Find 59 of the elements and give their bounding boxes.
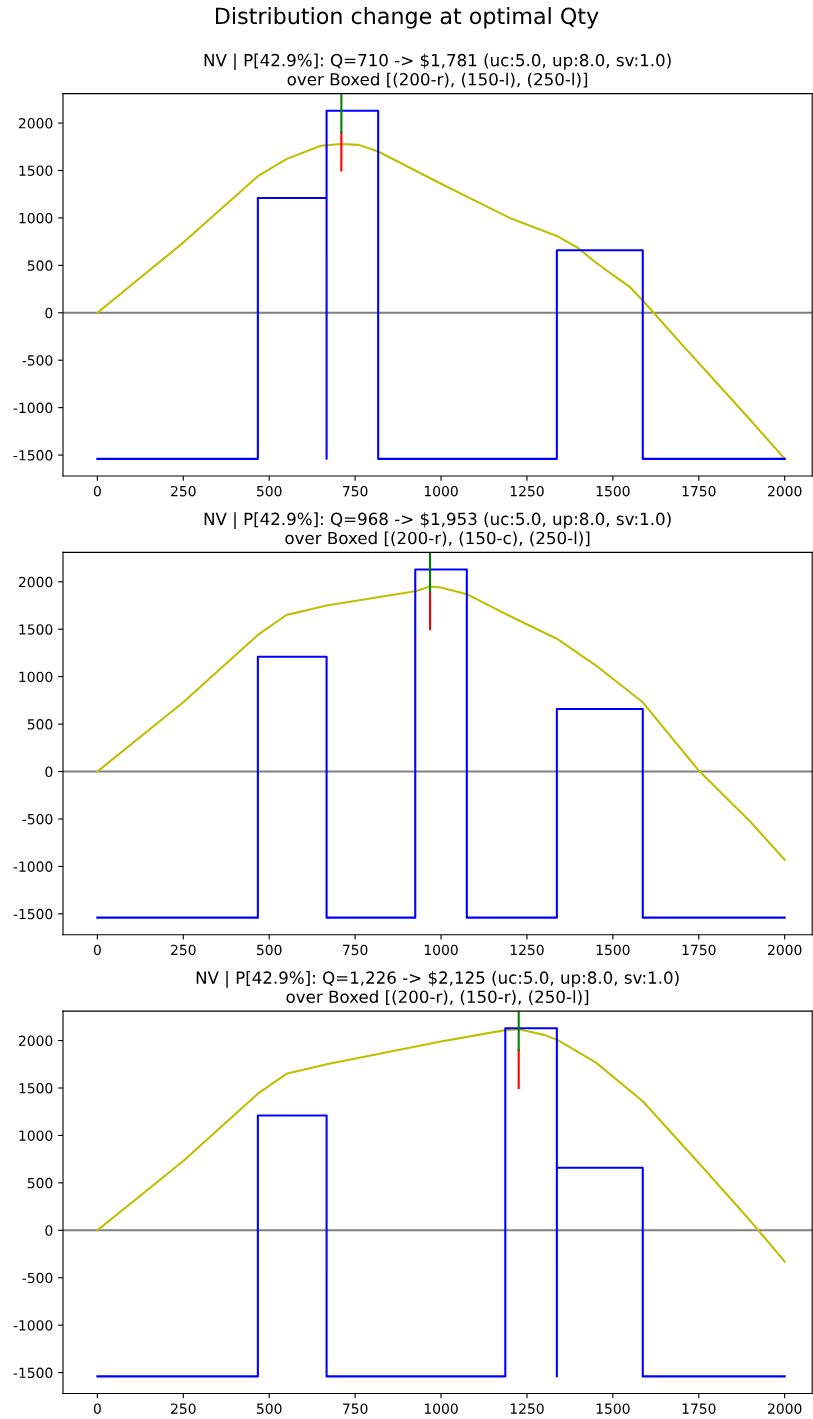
y-tick-label: -1000 [13,861,53,872]
y-tick-label: 500 [27,1177,53,1189]
y-tick-label: -500 [22,1272,53,1284]
y-tick-label: 1500 [19,1082,53,1094]
x-tick-label: 1000 [424,1403,458,1414]
y-tick-label: 0 [45,1225,53,1236]
x-tick-label: 2000 [768,944,802,956]
y-tick-label: 1000 [19,1130,53,1141]
x-tick-label: 750 [343,1403,368,1414]
x-tick-label: 0 [93,485,101,497]
y-tick-label: 0 [45,307,53,319]
x-tick-label: 250 [171,1403,196,1414]
y-tick-label: -500 [22,355,53,366]
x-tick-label: 1250 [510,1403,544,1414]
y-tick-label: -1000 [13,402,53,414]
chart-title: NV | P[42.9%]: Q=968 -> $1,953 (uc:5.0, up:8.0, sv:1.0) over Boxed [(200-r), (150-c), (250-l)] [204,512,671,547]
line-series [96,1027,786,1378]
y-tick-label: 0 [45,766,53,778]
y-tick-label: 1000 [19,671,53,683]
y-tick-label: -1500 [13,1367,53,1379]
x-tick-label: 250 [171,485,196,497]
y-tick-label: 1500 [19,165,53,176]
x-tick-label: 1750 [682,944,716,956]
x-tick-label: 500 [257,1403,282,1414]
y-tick-label: 1500 [19,624,53,635]
x-tick-label: 1500 [596,944,630,956]
x-tick-label: 1500 [596,1403,630,1414]
y-tick-label: 2000 [18,118,53,129]
chart-title: NV | P[42.9%]: Q=710 -> $1,781 (uc:5.0, up:8.0, sv:1.0) over Boxed [(200-r), (150-l), (250-l)] [204,53,671,88]
y-tick-label: 500 [27,260,53,271]
x-tick-label: 500 [257,944,282,956]
x-tick-label: 500 [257,485,282,497]
x-tick-label: 750 [343,944,368,956]
x-tick-label: 1500 [596,485,630,497]
x-tick-label: 250 [171,944,196,956]
line-series [96,585,786,861]
chart-title: NV | P[42.9%]: Q=1,226 -> $2,125 (uc:5.0, up:8.0, sv:1.0) over Boxed [(200-r), (150-r), (250-l)] [196,970,679,1006]
y-tick-label: 2000 [18,1035,53,1047]
y-tick-label: 2000 [18,576,53,588]
text: Distribution change at optimal Qty [215,7,599,29]
x-tick-label: 0 [93,944,101,956]
x-tick-label: 1750 [682,485,716,497]
x-tick-label: 2000 [768,485,802,497]
y-tick-label: -500 [22,813,53,825]
y-tick-label: 1000 [19,212,53,224]
y-tick-label: -1000 [13,1320,53,1331]
x-tick-label: 0 [93,1403,101,1414]
x-tick-label: 1000 [424,944,458,956]
y-tick-label: 500 [27,719,53,730]
y-tick-label: -1500 [13,908,53,920]
y-tick-label: -1500 [13,450,53,461]
x-tick-label: 1000 [424,485,458,497]
x-tick-label: 750 [343,485,368,497]
x-tick-label: 1250 [510,485,544,497]
x-tick-label: 2000 [768,1403,802,1414]
line-series [96,1028,786,1263]
x-tick-label: 1750 [682,1403,716,1414]
line-series [96,568,786,919]
x-tick-label: 1250 [510,944,544,956]
